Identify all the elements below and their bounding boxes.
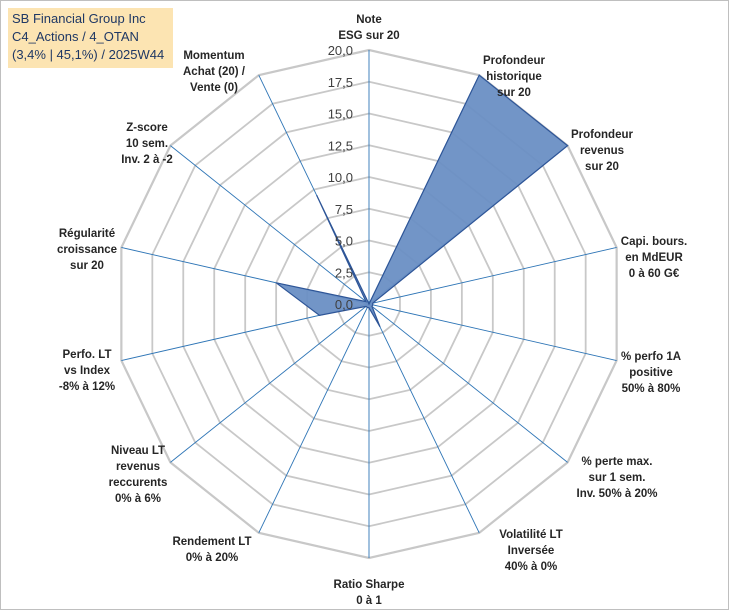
tick-label: 17,5 [328, 75, 353, 90]
axis-label-line: vs Index [64, 365, 111, 377]
title-line-company: SB Financial Group Inc [12, 11, 146, 26]
title-line-stats: (3,4% | 45,1%) / 2025W44 [12, 47, 165, 62]
axis-label-line: en MdEUR [625, 252, 683, 264]
axis-label-line: 10 sem. [126, 138, 168, 150]
axis-label: Momentum Achat (20) / Vente (0) [183, 50, 246, 94]
axis-label-line: Niveau LT [111, 445, 165, 457]
axis-spoke [368, 247, 617, 305]
axis-label-line: 0 à 1 [356, 595, 382, 607]
axis-label: % perfo 1A positive 50% à 80% [621, 351, 681, 395]
axis-label-line: revenus [580, 145, 624, 157]
axis-label-line: Vente (0) [190, 82, 238, 94]
axis-label-line: Inversée [508, 545, 555, 557]
axis-label: Ratio Sharpe 0 à 1 [334, 579, 405, 607]
axis-label: Rendement LT 0% à 20% [172, 536, 251, 564]
axis-label: Capi. bours. en MdEUR 0 à 60 G€ [621, 236, 687, 280]
axis-label-line: Profondeur [483, 55, 545, 67]
axis-label-line: Inv. 2 à -2 [121, 154, 173, 166]
axis-label-line: % perfo 1A [621, 351, 681, 363]
axis-label: Volatilité LT Inversée 40% à 0% [499, 529, 562, 573]
axis-label-line: % perte max. [582, 456, 653, 468]
axis-label-line: Volatilité LT [499, 529, 562, 541]
axis-label-line: Achat (20) / [183, 66, 246, 78]
axis-label: Profondeur revenus sur 20 [571, 129, 633, 173]
axis-spoke [368, 303, 568, 463]
axis-label-line: Rendement LT [172, 536, 251, 548]
axis-label-line: Inv. 50% à 20% [577, 488, 658, 500]
axis-spoke [170, 303, 370, 463]
axis-label-line: Momentum [183, 50, 244, 62]
axis-label: Note ESG sur 20 [338, 14, 399, 42]
tick-label: 20,0 [328, 43, 353, 58]
axis-label-line: reccurents [109, 477, 168, 489]
axis-label: Régularité croissance sur 20 [57, 228, 117, 272]
axis-label-line: 40% à 0% [505, 561, 557, 573]
axis-spoke [368, 303, 617, 361]
tick-label: 12,5 [328, 138, 353, 153]
axis-label-line: Profondeur [571, 129, 633, 141]
axis-label: % perte max. sur 1 sem. Inv. 50% à 20% [577, 456, 658, 500]
axis-label-line: historique [486, 71, 542, 83]
axis-label-line: sur 1 sem. [589, 472, 646, 484]
axis-label-line: Perfo. LT [63, 349, 112, 361]
axis-label-line: croissance [57, 244, 117, 256]
tick-label: 10,0 [328, 170, 353, 185]
axis-label-line: -8% à 12% [59, 381, 115, 393]
axis-label-line: sur 20 [585, 161, 619, 173]
axis-label-line: ESG sur 20 [338, 30, 399, 42]
tick-label: 5,0 [335, 234, 353, 249]
axis-label: Perfo. LT vs Index -8% à 12% [59, 349, 115, 393]
axis-label-line: 0 à 60 G€ [629, 268, 680, 280]
axis-spoke [170, 145, 370, 305]
axis-spoke [368, 303, 480, 534]
axis-label-line: Note [356, 14, 382, 26]
axis-label-line: revenus [116, 461, 160, 473]
axis-label-line: 0% à 6% [115, 493, 161, 505]
tick-label: 2,5 [335, 265, 353, 280]
tick-labels: 0,0 2,5 5,0 7,5 10,0 12,5 15,0 17,5 20,0 [328, 43, 353, 312]
axis-spoke [258, 303, 370, 534]
axis-label-line: sur 20 [497, 87, 531, 99]
axis-label: Profondeur historique sur 20 [483, 55, 545, 99]
axis-label-line: Régularité [59, 228, 115, 240]
axis-label-line: 0% à 20% [186, 552, 238, 564]
axis-label-line: Z-score [126, 122, 168, 134]
axis-label-line: Ratio Sharpe [334, 579, 405, 591]
tick-label: 7,5 [335, 202, 353, 217]
axis-label-line: Capi. bours. [621, 236, 687, 248]
title-line-category: C4_Actions / 4_OTAN [12, 29, 139, 44]
chart-title-box: SB Financial Group Inc C4_Actions / 4_OT… [8, 8, 173, 68]
axis-label-line: 50% à 80% [622, 383, 681, 395]
tick-label: 15,0 [328, 107, 353, 122]
axis-labels: Note ESG sur 20 Profondeur historique sur 20… [57, 14, 687, 607]
tick-label: 0,0 [335, 297, 353, 312]
axis-label-line: positive [629, 367, 672, 379]
axis-label: Niveau LT revenus reccurents 0% à 6% [109, 445, 168, 505]
series-area [275, 74, 569, 328]
axis-label-line: sur 20 [70, 260, 104, 272]
axis-label: Z-score 10 sem. Inv. 2 à -2 [121, 122, 173, 166]
